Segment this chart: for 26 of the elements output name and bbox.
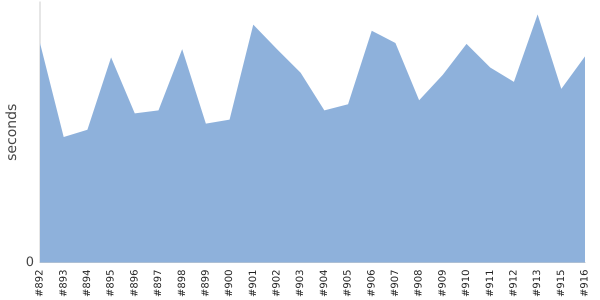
x-tick-label: #900 xyxy=(224,270,236,298)
x-tick-label: #912 xyxy=(508,270,520,298)
x-tick-label: #893 xyxy=(58,270,70,298)
x-tick-label: #901 xyxy=(248,270,259,298)
x-tick-label: #902 xyxy=(272,270,283,298)
x-tick-label: #904 xyxy=(318,270,330,298)
x-tick-label: #898 xyxy=(176,270,188,298)
x-tick-label: #916 xyxy=(580,270,591,298)
x-tick-label: #910 xyxy=(461,270,472,298)
x-tick-label: #911 xyxy=(484,270,496,298)
x-tick-label: #909 xyxy=(437,270,448,298)
text: 0 xyxy=(26,254,34,270)
x-tick-label: #915 xyxy=(556,270,567,298)
y-axis-title: seconds xyxy=(4,104,20,161)
x-tick-label: #897 xyxy=(153,270,164,298)
x-tick-label: #903 xyxy=(295,270,306,298)
x-tick-label: #899 xyxy=(200,270,212,298)
x-tick-label: #896 xyxy=(129,270,140,298)
x-tick-label: #908 xyxy=(414,270,425,298)
x-tick-label: #913 xyxy=(532,270,544,298)
x-tick-label: #895 xyxy=(106,270,117,298)
x-tick-label: #906 xyxy=(366,270,378,298)
x-tick-label: #892 xyxy=(34,270,46,298)
x-tick-label: #907 xyxy=(390,270,402,298)
x-tick-label: #894 xyxy=(82,270,93,298)
x-tick-label: #905 xyxy=(342,270,354,298)
